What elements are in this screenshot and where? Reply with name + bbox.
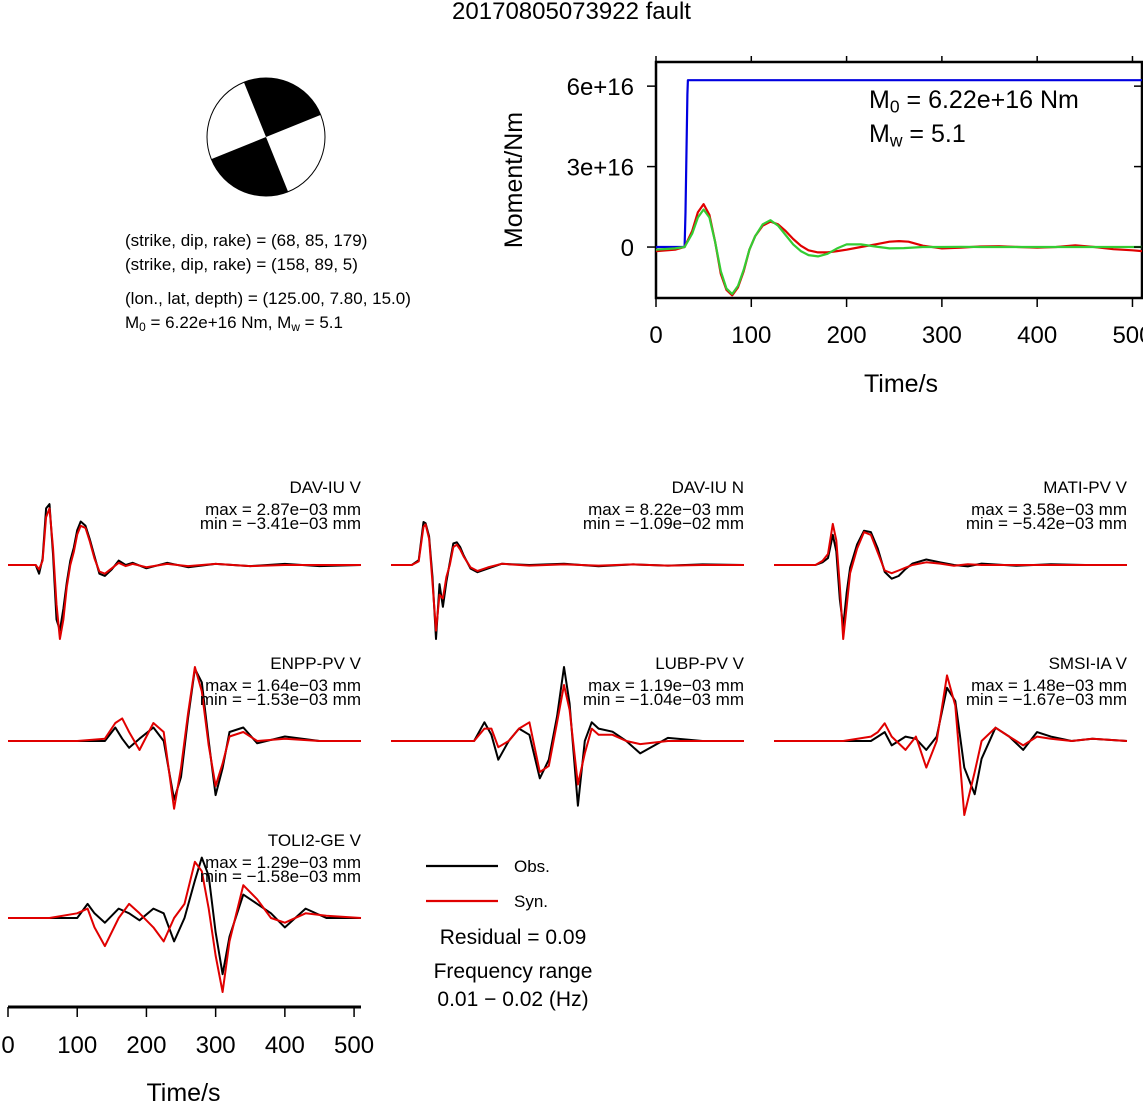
frequency-title: Frequency range <box>433 960 593 983</box>
wave-x-tick-label: 100 <box>57 1032 97 1059</box>
synthetic-trace <box>391 523 744 632</box>
trace-max-label: max = 1.29e−03 mm <box>205 853 361 872</box>
trace-max-label: max = 2.87e−03 mm <box>205 500 361 519</box>
synthetic-trace <box>8 666 361 810</box>
trace-min-label: min = −1.67e−03 mm <box>966 690 1127 709</box>
wave-x-tick-label: 300 <box>196 1032 236 1059</box>
moment-mw-symbol: M <box>869 120 890 148</box>
observed-trace <box>391 521 745 640</box>
observed-trace <box>8 856 361 976</box>
wave-x-tick-label: 200 <box>126 1032 166 1059</box>
plane1-value: (68, 85, 179) <box>270 231 368 250</box>
moment-mw-value: 5.1 <box>930 120 966 148</box>
legend-lines <box>426 864 498 903</box>
figure-title: 20170805073922 fault <box>452 0 691 25</box>
mw-symbol: M <box>277 313 292 332</box>
mw-value: 5.1 <box>319 313 343 332</box>
moment-plot-frame <box>654 60 1143 300</box>
trace-min-label: min = −5.42e−03 mm <box>966 514 1127 533</box>
moment-y-tick-label: 3e+16 <box>567 155 634 182</box>
synthetic-trace <box>8 507 361 640</box>
moment-series-2 <box>655 208 1142 296</box>
moment-annotation-mw: Mw = 5.1 <box>869 120 966 151</box>
moment-m0-sub: 0 <box>889 96 900 117</box>
moment-m0-value: 6.22e+16 Nm <box>928 86 1079 114</box>
synthetic-trace <box>774 674 1128 816</box>
station-label: TOLI2-GE V <box>268 831 362 850</box>
beachball-compression-quadrant-sw <box>211 137 289 196</box>
plane2-label: (strike, dip, rake) <box>125 255 252 274</box>
plane2-value: (158, 89, 5) <box>270 255 358 274</box>
moment-m0-symbol: M <box>869 86 890 114</box>
residual-text: Residual = 0.09 <box>439 926 587 949</box>
synthetic-trace <box>8 860 362 993</box>
station-label: SMSI-IA V <box>1049 654 1128 673</box>
mw-sub: w <box>291 319 300 334</box>
legend-synthetic-label: Syn. <box>514 892 549 911</box>
beachball <box>206 77 326 197</box>
moment-y-axis-label: Moment/Nm <box>500 112 528 248</box>
m0-value: 6.22e+16 Nm <box>165 313 268 332</box>
trace-max-label: max = 3.58e−03 mm <box>971 500 1127 519</box>
wave-x-axis-label: Time/s <box>146 1079 220 1104</box>
moment-x-tick-label: 400 <box>1017 322 1057 349</box>
moment-y-tick-label: 0 <box>621 235 634 262</box>
moment-x-axis-label: Time/s <box>864 370 938 398</box>
trace-min-label: min = −1.53e−03 mm <box>200 690 361 709</box>
legend-observed-label: Obs. <box>514 857 550 876</box>
trace-min-label: min = −1.58e−03 mm <box>200 867 361 886</box>
m0-sub: 0 <box>139 319 146 334</box>
trace-max-label: max = 1.64e−03 mm <box>205 676 361 695</box>
trace-max-label: max = 1.48e−03 mm <box>971 676 1127 695</box>
wave-x-tick-label: 400 <box>265 1032 305 1059</box>
moment-y-tick-label: 6e+16 <box>567 74 634 101</box>
observed-trace <box>391 666 744 807</box>
moment-x-tick-label: 0 <box>649 322 662 349</box>
station-label: DAV-IU N <box>672 478 744 497</box>
moment-annotation-m0: M0 = 6.22e+16 Nm <box>869 86 1079 117</box>
synthetic-trace <box>391 684 744 786</box>
frequency-value: 0.01 − 0.02 (Hz) <box>437 988 589 1011</box>
trace-min-label: min = −1.04e−03 mm <box>583 690 744 709</box>
trace-min-label: min = −3.41e−03 mm <box>200 514 361 533</box>
moment-x-tick-label: 500 <box>1112 322 1143 349</box>
moment-x-tick-label: 100 <box>731 322 771 349</box>
moment-x-tick-label: 200 <box>827 322 867 349</box>
moment-mw-sub: w <box>889 130 903 151</box>
wave-x-tick-label: 0 <box>1 1032 14 1059</box>
magnitude-line: M0 = 6.22e+16 Nm, Mw = 5.1 <box>125 313 343 334</box>
observed-trace <box>774 529 1127 628</box>
trace-min-label: min = −1.09e−02 mm <box>583 514 744 533</box>
moment-chart: 0 100 200 300 400 500 0 3e+16 6e+16 Time/s Moment/… <box>500 56 1143 398</box>
plane1-label: (strike, dip, rake) <box>125 231 252 250</box>
wave-x-tick-label: 500 <box>334 1032 374 1059</box>
moment-x-tick-label: 300 <box>922 322 962 349</box>
m0-symbol: M <box>125 313 140 332</box>
trace-max-label: max = 8.22e−03 mm <box>588 500 744 519</box>
plane2-line: (strike, dip, rake) = (158, 89, 5) <box>125 255 358 274</box>
beachball-compression-quadrant-ne <box>243 78 321 137</box>
station-label: DAV-IU V <box>290 478 362 497</box>
station-label: LUBP-PV V <box>655 654 744 673</box>
station-label: ENPP-PV V <box>270 654 361 673</box>
trace-max-label: max = 1.19e−03 mm <box>588 676 744 695</box>
location-label: (lon., lat, depth) <box>125 289 244 308</box>
plane1-line: (strike, dip, rake) = (68, 85, 179) <box>125 231 368 250</box>
synthetic-trace <box>774 522 1127 640</box>
station-label: MATI-PV V <box>1043 478 1127 497</box>
location-value: (125.00, 7.80, 15.0) <box>262 289 411 308</box>
location-line: (lon., lat, depth) = (125.00, 7.80, 15.0… <box>125 289 411 308</box>
observed-trace <box>774 686 1128 796</box>
